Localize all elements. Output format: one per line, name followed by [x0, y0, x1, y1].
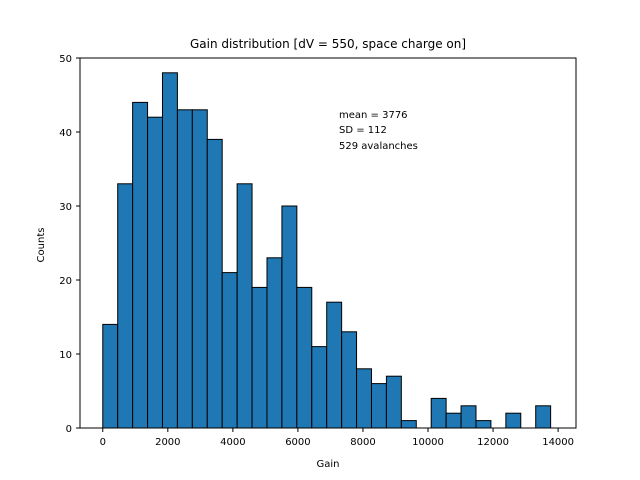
histogram-bar [176, 109, 193, 429]
histogram-bar [356, 368, 372, 429]
y-tick-label: 0 [66, 424, 72, 435]
histogram-bar [147, 116, 163, 429]
histogram-bar [445, 412, 462, 429]
x-tick-label: 8000 [350, 437, 375, 448]
plot-frame [79, 57, 577, 429]
histogram-bar [385, 375, 402, 429]
bars-group [102, 72, 552, 429]
histogram-bar [475, 420, 492, 429]
annotation-sd: SD = 112 [339, 125, 387, 136]
x-tick-label: 4000 [220, 437, 245, 448]
x-tick-label: 0 [100, 437, 106, 448]
x-tick-label: 6000 [285, 437, 310, 448]
x-axis-label: Gain [317, 459, 340, 470]
histogram-bar [161, 72, 178, 429]
histogram-bar [505, 412, 522, 429]
y-axis-ticks: 0 10 20 30 40 50 [59, 54, 80, 435]
y-tick-label: 30 [59, 202, 72, 213]
histogram-bar [251, 286, 268, 429]
histogram-bar [326, 301, 343, 429]
histogram-bar [341, 331, 358, 429]
x-axis-ticks: 0 2000 4000 6000 8000 10000 12000 14000 [100, 428, 574, 448]
histogram-bar [400, 420, 417, 429]
histogram-bar [236, 183, 253, 429]
y-tick-label: 10 [59, 350, 72, 361]
histogram-bar [117, 183, 134, 429]
chart-title: Gain distribution [dV = 550, space charg… [190, 37, 466, 51]
y-tick-label: 50 [59, 54, 72, 65]
histogram-bar [535, 405, 552, 429]
x-tick-label: 12000 [477, 437, 509, 448]
histogram-bar [266, 257, 283, 429]
histogram-bar [191, 109, 208, 429]
annotation-mean: mean = 3776 [339, 110, 408, 121]
x-tick-label: 2000 [155, 437, 180, 448]
x-tick-label: 14000 [542, 437, 574, 448]
histogram-bar [132, 101, 149, 429]
histogram-bar [221, 272, 238, 429]
histogram-bar [296, 286, 313, 429]
histogram-bar [206, 138, 223, 429]
annotation-avalanches: 529 avalanches [339, 141, 418, 152]
stats-annotation: mean = 3776 SD = 112 529 avalanches [339, 110, 418, 152]
histogram-bar [460, 405, 477, 429]
y-tick-label: 40 [59, 128, 72, 139]
histogram-bar [102, 323, 119, 429]
y-axis-label: Counts [36, 228, 47, 263]
x-tick-label: 10000 [412, 437, 444, 448]
histogram-bar [430, 397, 447, 429]
y-tick-label: 20 [59, 276, 72, 287]
histogram-bar [311, 346, 328, 429]
histogram-bar [281, 205, 298, 429]
histogram-bar [370, 383, 387, 429]
